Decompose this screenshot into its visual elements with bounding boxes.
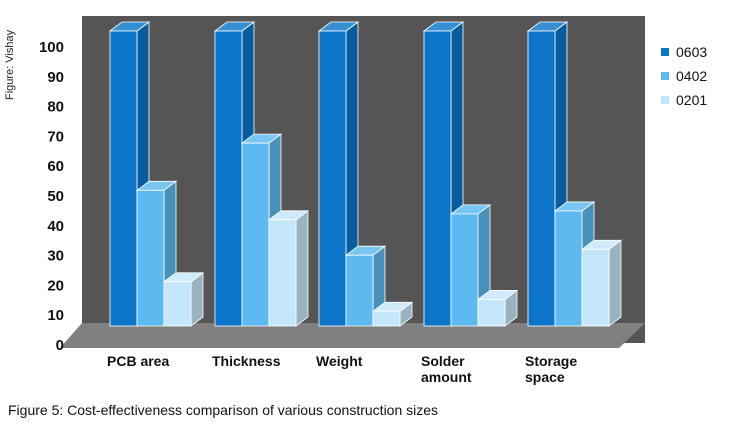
bar-front (554, 210, 583, 327)
y-tick-label: 60 (47, 158, 64, 175)
bar-front (372, 310, 401, 327)
x-category-label-line: Weight (316, 353, 363, 369)
bar-side (295, 210, 309, 327)
x-category-label-line: amount (421, 369, 472, 385)
y-tick-label: 0 (56, 337, 64, 354)
figure-caption: Figure 5: Cost-effectiveness comparison … (8, 402, 439, 418)
x-category-label: Solder amount (421, 353, 472, 385)
legend-swatch (661, 72, 669, 80)
bar-front (527, 30, 556, 327)
bar-front (450, 213, 479, 327)
x-category-label: Storage space (525, 353, 577, 385)
x-category-label-line: Solder (421, 353, 465, 369)
bar (267, 210, 310, 327)
bar-chart: 0 10 20 30 40 50 60 70 80 90 100 PCB area Thickness… (39, 16, 707, 385)
y-tick-label: 30 (47, 248, 64, 265)
figure-credit-text: Figure: Vishay (4, 29, 16, 100)
x-category-label-line: space (525, 369, 565, 385)
bar-front (136, 189, 165, 327)
y-axis: 0 10 20 30 40 50 60 70 80 90 100 (39, 39, 64, 354)
figure-credit: Figure: Vishay (4, 30, 18, 114)
x-category-label-line: Thickness (212, 353, 281, 369)
bar (162, 271, 205, 327)
legend-swatch (661, 96, 669, 104)
legend-label: 0402 (676, 68, 707, 84)
bar-front (477, 299, 506, 327)
x-category-label: Thickness (212, 353, 281, 369)
legend: 0603 0402 0201 (661, 44, 707, 108)
y-tick-label: 90 (47, 69, 64, 86)
x-category-label: PCB area (107, 353, 169, 369)
bar-front (581, 248, 610, 327)
bar (371, 301, 414, 327)
legend-label: 0201 (676, 92, 707, 108)
y-tick-label: 80 (47, 99, 64, 116)
bar-front (109, 30, 138, 327)
bar (476, 289, 519, 327)
chart-floor (60, 323, 645, 348)
y-tick-label: 10 (47, 307, 64, 324)
x-category-label-line: PCB area (107, 353, 169, 369)
bar (135, 180, 178, 327)
x-axis: PCB area Thickness Weight Solder amount Stora… (107, 353, 577, 385)
legend-swatch (661, 48, 669, 56)
legend-label: 0603 (676, 44, 707, 60)
y-tick-label: 20 (47, 277, 64, 294)
bar-front (318, 30, 347, 327)
y-tick-label: 40 (47, 218, 64, 235)
bar (553, 201, 596, 327)
x-category-label-line: Storage (525, 353, 577, 369)
bars (108, 21, 623, 327)
y-tick-label: 100 (39, 39, 64, 56)
y-tick-label: 70 (47, 128, 64, 145)
bar-front (241, 142, 270, 327)
bar-front (345, 254, 374, 327)
y-tick-label: 50 (47, 188, 64, 205)
bar-front (163, 281, 192, 327)
x-category-label: Weight (316, 353, 363, 369)
bar-front (268, 219, 297, 327)
floor-panel (60, 323, 645, 348)
bar-front (214, 30, 243, 327)
bar (580, 239, 623, 327)
bar-front (423, 30, 452, 327)
bar-side (608, 239, 622, 327)
